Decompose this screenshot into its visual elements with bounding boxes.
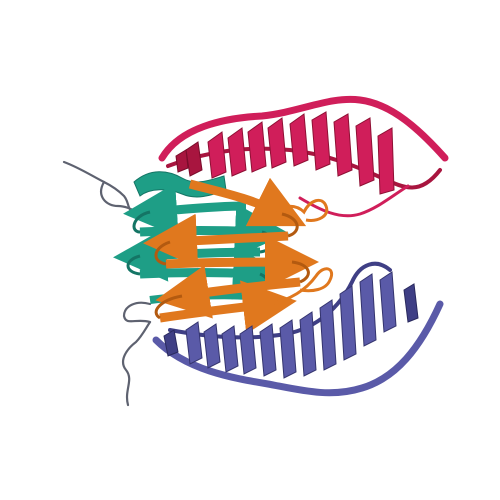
beta-strand	[159, 280, 297, 334]
chain-d-backbone-arc	[152, 300, 444, 397]
chain-c-sheet	[143, 177, 333, 334]
helix-turn	[221, 325, 239, 373]
chain-d-helix	[185, 271, 397, 379]
beta-strand	[113, 227, 261, 282]
beta-strand	[143, 213, 289, 268]
beta-strand	[188, 177, 307, 227]
helix-turn	[403, 283, 419, 323]
beta-strand	[123, 183, 247, 238]
coil-loop-left-bottom	[122, 301, 152, 324]
helix-turn	[319, 299, 337, 371]
helix-turn	[185, 321, 203, 365]
chain-a-helix	[207, 111, 395, 195]
helix-turn	[355, 117, 375, 187]
helix-turn	[289, 113, 309, 167]
helix-turn	[247, 121, 267, 173]
helix-turn	[339, 285, 357, 361]
chain-d-ribbon	[152, 261, 444, 397]
helix-turn	[227, 127, 247, 177]
helix-turn	[267, 117, 287, 169]
helix-turn	[185, 141, 203, 177]
helix-turn	[379, 271, 397, 333]
n-terminal-coil-bottom	[121, 320, 152, 407]
beta-strand	[139, 245, 287, 300]
helix-turn	[299, 311, 317, 377]
helix-turn	[279, 319, 297, 379]
coil-tails	[62, 160, 152, 407]
helix-turn	[359, 273, 377, 347]
helix-turn	[175, 149, 189, 173]
chain-c-loop-top	[269, 198, 329, 222]
helix-turn	[207, 131, 227, 179]
helix-turn	[239, 325, 257, 375]
chain-c-turn	[154, 212, 310, 320]
beta-strand	[139, 203, 289, 258]
chain-a-ribbon	[158, 95, 449, 218]
helix-turn	[377, 127, 395, 195]
chain-a-backbone-arc	[158, 95, 449, 162]
helix-turn	[311, 111, 331, 171]
chain-d-helix-small	[163, 283, 419, 357]
chain-a-return-loop	[298, 184, 410, 218]
chain-a-helix-small	[175, 141, 203, 177]
helix-turn	[333, 113, 353, 177]
helix-turn	[203, 323, 221, 369]
helix-turn	[163, 329, 179, 357]
chain-c-loop-right	[269, 267, 333, 306]
beta-strand	[165, 235, 319, 290]
helix-turn	[259, 323, 277, 377]
